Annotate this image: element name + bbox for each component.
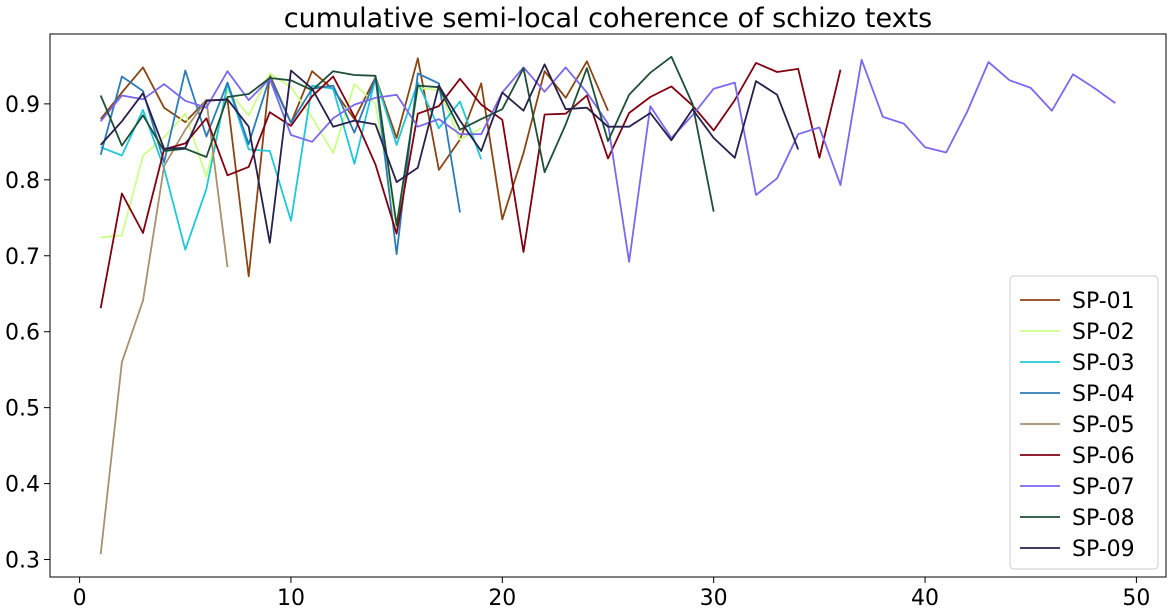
series-line-sp-04 bbox=[99, 69, 461, 256]
x-tick-label: 50 bbox=[1122, 586, 1150, 611]
series-line-sp-08 bbox=[99, 55, 715, 227]
y-tick-label: 0.5 bbox=[5, 397, 40, 422]
legend-label: SP-06 bbox=[1072, 444, 1135, 469]
chart-title: cumulative semi-local coherence of schiz… bbox=[284, 3, 933, 34]
series-line-sp-01 bbox=[99, 57, 609, 278]
series-line-sp-03 bbox=[100, 77, 483, 251]
y-tick-label: 0.3 bbox=[5, 549, 40, 574]
x-tick-label: 30 bbox=[700, 586, 728, 611]
x-axis: 0 10 20 30 40 50 bbox=[73, 577, 1150, 611]
legend-label: SP-01 bbox=[1072, 289, 1135, 314]
legend-label: SP-08 bbox=[1072, 506, 1135, 531]
legend-box bbox=[1009, 275, 1159, 570]
legend: SP-01 SP-02 SP-03 SP-04 SP-05 SP-06 SP-07 SP-08… bbox=[1009, 275, 1159, 570]
plot-area bbox=[99, 55, 1116, 555]
series-line-sp-06 bbox=[99, 62, 842, 309]
series-line-sp-09 bbox=[100, 63, 800, 244]
y-axis: 0.3 0.4 0.5 0.6 0.7 0.8 0.9 bbox=[5, 93, 50, 574]
y-tick-label: 0.4 bbox=[5, 473, 40, 498]
y-tick-label: 0.7 bbox=[5, 245, 40, 270]
x-tick-label: 10 bbox=[277, 586, 305, 611]
x-tick-label: 20 bbox=[488, 586, 516, 611]
legend-label: SP-02 bbox=[1072, 320, 1135, 345]
plot-frame bbox=[49, 33, 1167, 578]
legend-label: SP-04 bbox=[1072, 382, 1135, 407]
legend-label: SP-05 bbox=[1072, 413, 1135, 438]
legend-label: SP-09 bbox=[1072, 537, 1135, 562]
y-tick-label: 0.6 bbox=[5, 321, 40, 346]
y-tick-label: 0.9 bbox=[5, 93, 40, 118]
legend-label: SP-03 bbox=[1072, 351, 1135, 376]
legend-label: SP-07 bbox=[1072, 475, 1135, 500]
x-tick-label: 0 bbox=[73, 586, 87, 611]
y-tick-label: 0.8 bbox=[5, 169, 40, 194]
x-tick-label: 40 bbox=[911, 586, 939, 611]
